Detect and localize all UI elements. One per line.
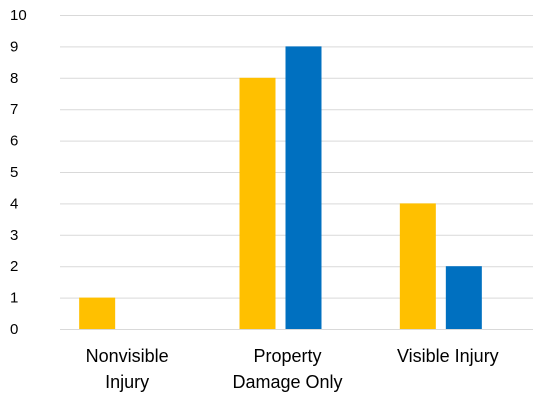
x-category-label-line: Visible Injury <box>397 346 499 366</box>
x-category-label-line: Injury <box>105 372 149 392</box>
y-tick-label: 7 <box>10 101 18 118</box>
x-category-label: Property Damage Only <box>232 346 342 392</box>
y-tick-label: 2 <box>10 258 18 275</box>
bar-series-2-category-3 <box>445 266 482 329</box>
x-axis-category-labels: Nonvisible Injury Property Damage Only Visib… <box>86 346 499 392</box>
x-category-label-line: Nonvisible <box>86 346 169 366</box>
y-axis-tick-labels: 0 1 2 3 4 5 6 7 8 9 10 <box>10 7 27 338</box>
x-category-label: Visible Injury <box>397 346 499 366</box>
y-tick-label: 10 <box>10 7 27 24</box>
x-category-label: Nonvisible Injury <box>86 346 169 392</box>
y-tick-label: 3 <box>10 227 18 244</box>
y-tick-label: 8 <box>10 70 18 87</box>
y-tick-label: 9 <box>10 38 18 55</box>
x-category-label-line: Property <box>253 346 321 366</box>
y-tick-label: 1 <box>10 290 18 307</box>
x-category-label-line: Damage Only <box>232 372 342 392</box>
y-tick-label: 6 <box>10 133 18 150</box>
y-tick-label: 5 <box>10 164 18 181</box>
bar-series-1-category-1 <box>79 297 116 329</box>
bars <box>79 46 482 330</box>
bar-series-2-category-2 <box>285 46 322 330</box>
y-tick-label: 4 <box>10 195 18 212</box>
y-tick-label: 0 <box>10 321 18 338</box>
bar-series-1-category-3 <box>399 203 436 329</box>
bar-series-1-category-2 <box>239 77 276 329</box>
